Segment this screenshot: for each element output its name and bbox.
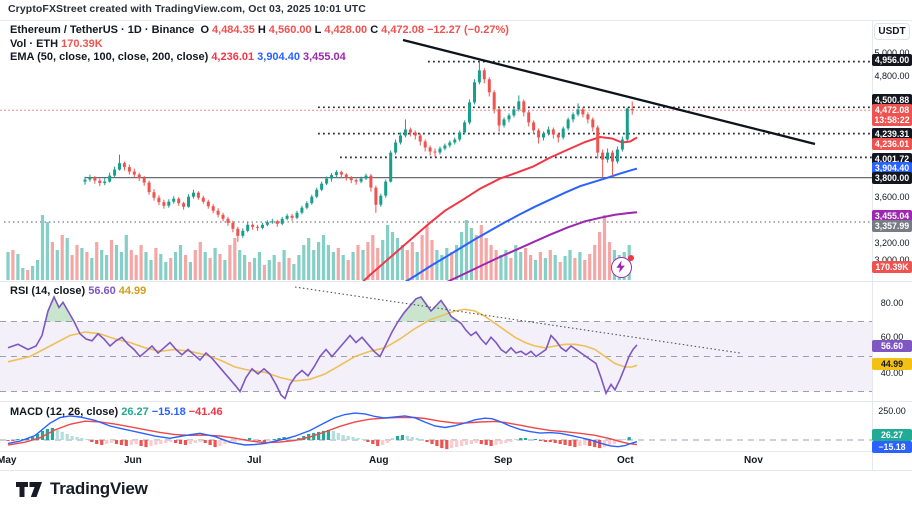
notification-dot xyxy=(628,255,634,261)
month-label: Jun xyxy=(124,455,142,466)
legend-text: 4,560.00 xyxy=(268,24,312,36)
axis-label: 4,800.00 xyxy=(874,71,910,81)
volume-legend-row[interactable]: Vol · ETH 170.39K xyxy=(10,38,512,52)
legend-text: 56.60 xyxy=(88,285,116,297)
legend-text: −12.27 (−0.27%) xyxy=(426,24,509,36)
tradingview-logo-text: TradingView xyxy=(50,479,148,498)
legend-text: 4,428.00 xyxy=(324,24,368,36)
currency-toggle-button[interactable]: USDT xyxy=(874,23,910,40)
month-label: Aug xyxy=(369,455,389,466)
axis-price-badge: −15.18 xyxy=(872,441,912,453)
legend-text: MACD (12, 26, close) xyxy=(10,406,119,418)
axis-price-badge: 3,357.99 xyxy=(872,219,912,232)
legend-text: −15.18 xyxy=(151,406,186,418)
main-pane-legend[interactable]: Ethereum / TetherUS · 1D · Binance O 4,48… xyxy=(10,24,512,65)
rsi-overbought-fill xyxy=(45,297,74,322)
watermark-text: CryptoFXStreet created with TradingView.… xyxy=(8,3,366,15)
legend-text: Vol · ETH xyxy=(10,37,59,50)
rsi-line xyxy=(7,295,638,400)
axis-price-badge: 3,904.40 xyxy=(872,162,912,174)
macd-legend-row[interactable]: MACD (12, 26, close) 26.27 −15.18 −41.46 xyxy=(10,406,226,420)
legend-text: −41.46 xyxy=(188,406,223,418)
legend-text: 4,236.01 xyxy=(211,51,255,63)
month-label: Jul xyxy=(247,455,262,466)
axis-label: 80.00 xyxy=(880,298,904,308)
legend-text: 3,904.40 xyxy=(257,51,300,63)
legend-text: 4,472.08 xyxy=(381,24,424,36)
axis-price-badge: 26.27 xyxy=(872,429,912,441)
month-label: Oct xyxy=(617,455,634,466)
axis-price-badge: 4,500.88 xyxy=(872,94,912,106)
axis-label: 250.00 xyxy=(878,406,906,416)
candlesticks[interactable] xyxy=(83,62,634,242)
tradingview-logo[interactable]: TradingView xyxy=(16,479,148,499)
axis-label: 3,000.00 xyxy=(874,255,910,265)
axis-label: 3,600.00 xyxy=(874,192,910,202)
month-label: May xyxy=(0,455,17,466)
axis-label: 5,000.00 xyxy=(874,48,910,58)
axis-label: 60.00 xyxy=(880,332,904,342)
ema-lines xyxy=(362,135,638,281)
axis-price-badge: 170.39K xyxy=(872,261,912,273)
volume-bars xyxy=(6,215,631,280)
legend-text: 4,484.35 xyxy=(212,24,255,36)
tradingview-logo-icon xyxy=(16,481,42,497)
axis-price-badge: 4,236.01 xyxy=(872,137,912,150)
axis-label: 40.00 xyxy=(880,368,904,378)
axis-price-badge: 4,239.31 xyxy=(872,128,912,140)
legend-text: 3,455.04 xyxy=(302,51,346,63)
symbol-legend-row[interactable]: Ethereum / TetherUS · 1D · Binance O 4,48… xyxy=(10,24,512,38)
legend-text: RSI (14, close) xyxy=(10,285,86,297)
rsi-legend[interactable]: RSI (14, close) 56.60 44.99 xyxy=(10,285,149,299)
legend-text: EMA (50, close, 100, close, 200, close) xyxy=(10,51,209,63)
legend-text: O xyxy=(200,24,210,36)
axis-price-badge: 3,455.04 xyxy=(872,210,912,222)
rsi-trendline[interactable] xyxy=(294,286,741,354)
axis-price-badge: 4,956.00 xyxy=(872,54,912,66)
axis-price-badge: 3,800.00 xyxy=(872,172,912,184)
month-label: Sep xyxy=(494,455,513,466)
macd-signal-line xyxy=(7,416,638,446)
legend-text: 44.99 xyxy=(118,285,147,297)
macd-legend[interactable]: MACD (12, 26, close) 26.27 −15.18 −41.46 xyxy=(10,406,226,420)
legend-text: Ethereum / TetherUS · 1D · Binance xyxy=(10,24,198,36)
axis-price-badge: 4,472.08 13:58:22 xyxy=(872,103,912,126)
ema-legend-row[interactable]: EMA (50, close, 100, close, 200, close) 4… xyxy=(10,51,512,65)
legend-text: C xyxy=(370,24,379,36)
legend-text: L xyxy=(314,24,322,36)
legend-text: 26.27 xyxy=(121,406,149,418)
quick-trade-button[interactable] xyxy=(611,255,634,278)
main-trendline[interactable] xyxy=(402,38,816,146)
lightning-icon xyxy=(616,260,625,273)
month-label: Nov xyxy=(744,455,763,466)
rsi-legend-row[interactable]: RSI (14, close) 56.60 44.99 xyxy=(10,285,149,299)
legend-text: 170.39K xyxy=(61,37,103,50)
time-scale[interactable]: May Jun Jul Aug Sep Oct Nov xyxy=(0,453,872,470)
macd-histogram xyxy=(6,427,631,450)
axis-label: 3,200.00 xyxy=(874,238,910,248)
price-scale[interactable]: 5,000.00 4,800.00 3,600.00 3,200.00 3,000.00… xyxy=(872,0,912,513)
axis-price-badge: 44.99 xyxy=(872,358,912,370)
macd-line xyxy=(7,412,638,448)
legend-text: H xyxy=(257,24,266,36)
axis-price-badge: 56.60 xyxy=(872,340,912,352)
